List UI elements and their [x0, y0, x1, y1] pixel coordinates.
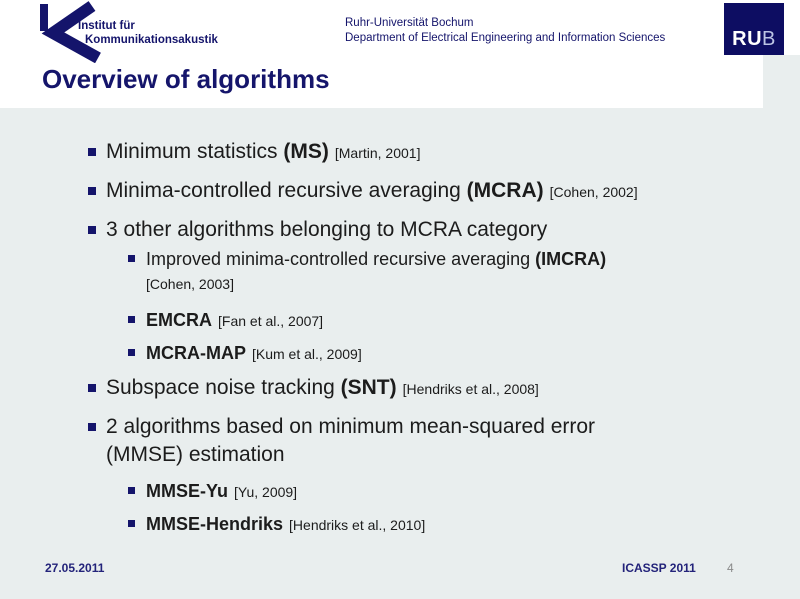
rub-logo: RU B	[724, 3, 784, 55]
institute-logo-k-icon	[36, 1, 106, 68]
bullet-text-bold: (IMCRA)	[535, 249, 607, 269]
rub-logo-ru: RU	[732, 28, 763, 50]
citation: [Kum et al., 2009]	[251, 346, 362, 362]
bullet-text-bold: MCRA-MAP	[146, 343, 246, 363]
bullet-list: Minimum statistics (MS) [Martin, 2001] Mi…	[88, 138, 748, 545]
citation: [Martin, 2001]	[334, 145, 421, 161]
bullet-square-icon	[88, 423, 96, 431]
bullet-square-icon	[88, 187, 96, 195]
bullet-text-line2: (MMSE) estimation	[106, 443, 285, 466]
citation: [Fan et al., 2007]	[218, 313, 324, 329]
bullet-item: MCRA-MAP [Kum et al., 2009]	[128, 341, 748, 366]
citation: [Cohen, 2002]	[549, 184, 638, 200]
citation: [Hendriks et al., 2008]	[402, 381, 539, 397]
bullet-text-bold: MMSE-Yu	[146, 481, 229, 501]
bullet-item: MMSE-Hendriks [Hendriks et al., 2010]	[128, 512, 748, 537]
institute-name-line2: Kommunikationsakustik	[85, 33, 218, 46]
bullet-square-icon	[128, 255, 135, 262]
footer-date: 27.05.2011	[45, 561, 105, 575]
bullet-text-bold: (MS)	[283, 140, 329, 163]
citation: [Yu, 2009]	[234, 484, 298, 500]
bullet-text: Subspace noise tracking (SNT) [Hendriks e…	[106, 374, 539, 403]
bullet-text: Improved minima-controlled recursive ave…	[146, 247, 606, 296]
bullet-text: EMCRA [Fan et al., 2007]	[146, 308, 323, 333]
bullet-text: 3 other algorithms belonging to MCRA cat…	[106, 216, 547, 244]
bullet-text-bold: (MCRA)	[466, 179, 544, 202]
bullet-item: MMSE-Yu [Yu, 2009]	[128, 479, 748, 504]
bullet-item: Improved minima-controlled recursive ave…	[128, 247, 748, 296]
footer-conference: ICASSP 2011	[622, 561, 696, 575]
bullet-text-main: 3 other algorithms belonging to MCRA cat…	[106, 218, 548, 241]
bullet-text-main: Subspace noise tracking	[106, 376, 341, 399]
bullet-square-icon	[128, 316, 135, 323]
bullet-item: Subspace noise tracking (SNT) [Hendriks e…	[88, 374, 748, 403]
university-name: Ruhr-Universität Bochum	[345, 17, 474, 29]
page-title: Overview of algorithms	[42, 64, 330, 94]
rub-logo-b: B	[762, 28, 776, 50]
bullet-text-main: Improved minima-controlled recursive ave…	[146, 249, 536, 269]
bullet-item: 2 algorithms based on minimum mean-squar…	[88, 413, 748, 469]
bullet-square-icon	[128, 520, 135, 527]
bullet-text-bold: EMCRA	[146, 310, 212, 330]
page-number: 4	[727, 561, 734, 575]
bullet-text: MCRA-MAP [Kum et al., 2009]	[146, 341, 362, 366]
institute-name: Institut für Kommunikationsakustik	[78, 20, 218, 47]
bullet-square-icon	[88, 148, 96, 156]
bullet-square-icon	[88, 384, 96, 392]
bullet-square-icon	[128, 349, 135, 356]
bullet-item: 3 other algorithms belonging to MCRA cat…	[88, 216, 748, 244]
bullet-text: Minimum statistics (MS) [Martin, 2001]	[106, 138, 420, 167]
bullet-text-main: Minimum statistics	[106, 140, 284, 163]
citation: [Cohen, 2003]	[146, 276, 234, 292]
bullet-item: Minima-controlled recursive averaging (M…	[88, 177, 748, 206]
citation: [Hendriks et al., 2010]	[289, 517, 426, 533]
department-name: Department of Electrical Engineering and…	[345, 32, 666, 44]
bullet-item: EMCRA [Fan et al., 2007]	[128, 308, 748, 333]
bullet-text: MMSE-Yu [Yu, 2009]	[146, 479, 297, 504]
bullet-text: Minima-controlled recursive averaging (M…	[106, 177, 638, 206]
bullet-text-main: 2 algorithms based on minimum mean-squar…	[106, 415, 596, 438]
bullet-item: Minimum statistics (MS) [Martin, 2001]	[88, 138, 748, 167]
bullet-text-bold: MMSE-Hendriks	[146, 514, 284, 534]
university-block: Ruhr-Universität Bochum Department of El…	[345, 16, 665, 46]
bullet-square-icon	[88, 226, 96, 234]
header-title-band	[0, 0, 763, 108]
bullet-text-bold: (SNT)	[340, 376, 397, 399]
bullet-square-icon	[128, 487, 135, 494]
bullet-text: MMSE-Hendriks [Hendriks et al., 2010]	[146, 512, 425, 537]
bullet-text-main: Minima-controlled recursive averaging	[106, 179, 467, 202]
institute-name-line1: Institut für	[78, 20, 135, 32]
bullet-text: 2 algorithms based on minimum mean-squar…	[106, 413, 595, 469]
